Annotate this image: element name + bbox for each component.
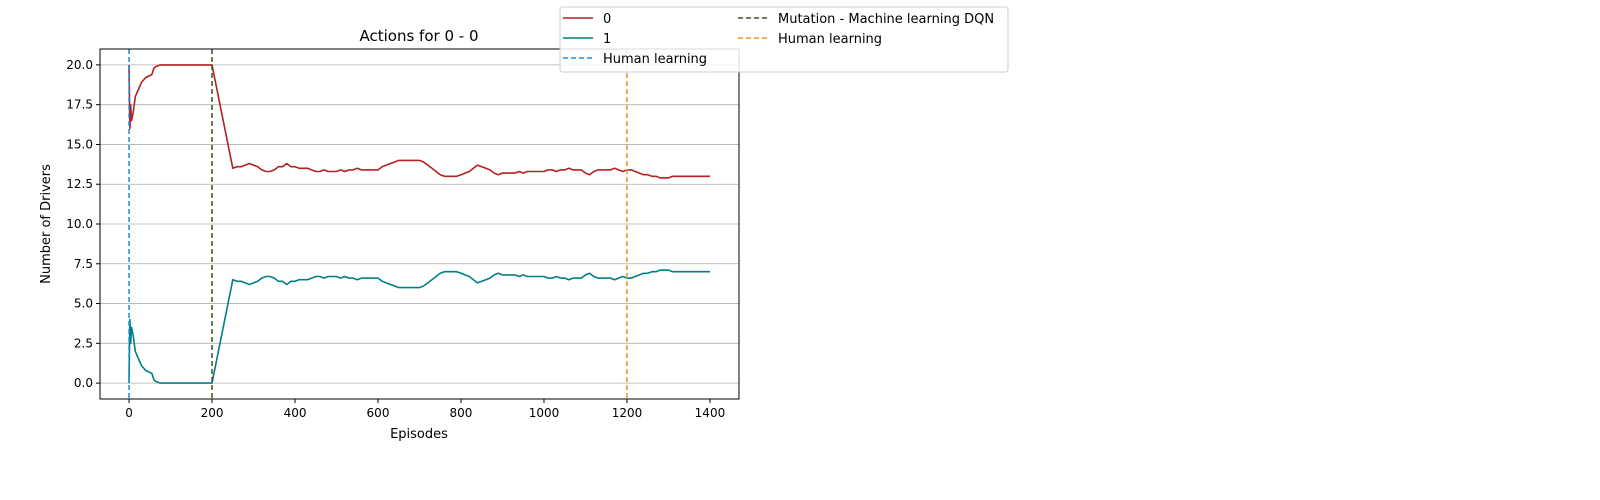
x-tick-label: 1000 bbox=[529, 406, 560, 420]
y-tick-label: 17.5 bbox=[66, 98, 93, 112]
chart-title: Actions for 0 - 0 bbox=[360, 27, 479, 45]
legend-label: 0 bbox=[603, 12, 611, 27]
legend-label: Human learning bbox=[603, 52, 707, 67]
y-tick-label: 10.0 bbox=[66, 217, 93, 231]
legend-label: Human learning bbox=[778, 32, 882, 47]
y-tick-label: 20.0 bbox=[66, 58, 93, 72]
y-tick-label: 2.5 bbox=[74, 336, 93, 350]
x-axis: 0 200 400 600 800 1000 1200 1400 bbox=[125, 399, 725, 420]
y-tick-label: 0.0 bbox=[74, 376, 93, 390]
x-tick-label: 800 bbox=[450, 406, 473, 420]
y-axis-label: Number of Drivers bbox=[39, 164, 54, 284]
x-tick-label: 200 bbox=[201, 406, 224, 420]
x-tick-label: 400 bbox=[284, 406, 307, 420]
x-axis-label: Episodes bbox=[390, 427, 448, 442]
vline-layer bbox=[128, 49, 628, 399]
x-tick-label: 1200 bbox=[612, 406, 643, 420]
y-tick-label: 15.0 bbox=[66, 137, 93, 151]
legend: 0 Mutation - Machine learning DQN 1 Human l… bbox=[559, 6, 1009, 73]
y-tick-label: 12.5 bbox=[66, 177, 93, 191]
legend-frame bbox=[559, 6, 1009, 73]
series-layer bbox=[128, 64, 710, 384]
x-tick-label: 0 bbox=[125, 406, 133, 420]
x-tick-label: 1400 bbox=[695, 406, 726, 420]
y-tick-label: 5.0 bbox=[74, 297, 93, 311]
y-tick-label: 7.5 bbox=[74, 257, 93, 271]
y-axis: 0.0 2.5 5.0 7.5 10.0 12.5 15.0 17.5 20.0 bbox=[66, 58, 100, 390]
legend-label: Mutation - Machine learning DQN bbox=[778, 12, 994, 27]
grid-layer bbox=[100, 64, 739, 384]
x-tick-label: 600 bbox=[367, 406, 390, 420]
series-line-0 bbox=[128, 64, 710, 179]
legend-label: 1 bbox=[603, 32, 611, 47]
series-line-1 bbox=[128, 269, 710, 384]
